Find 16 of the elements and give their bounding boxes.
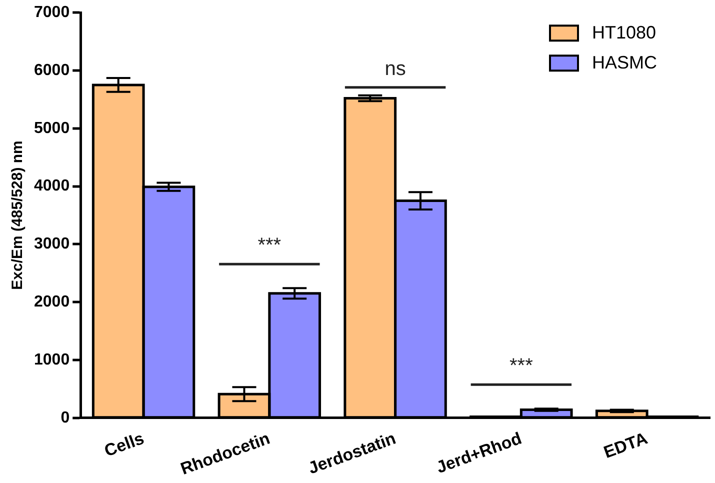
x-tick-label: EDTA (601, 428, 650, 462)
y-tick-label: 5000 (34, 120, 70, 137)
legend-label: HASMC (592, 52, 658, 73)
annotation: *** (510, 355, 534, 378)
y-axis-title: Exc/Em (485/528) nm (9, 140, 26, 290)
y-tick-label: 7000 (34, 4, 70, 22)
legend-label: HT1080 (592, 22, 656, 43)
x-tick-label: Cells (102, 428, 147, 460)
y-tick-label: 3000 (34, 236, 70, 253)
annotation: ns (384, 58, 406, 80)
y-tick-label: 6000 (34, 62, 70, 79)
annotation: *** (258, 234, 282, 257)
y-tick-label: 0 (60, 409, 70, 426)
y-tick-label: 2000 (34, 293, 70, 310)
y-tick-label: 4000 (34, 178, 70, 195)
y-tick-label: 1000 (34, 351, 70, 368)
